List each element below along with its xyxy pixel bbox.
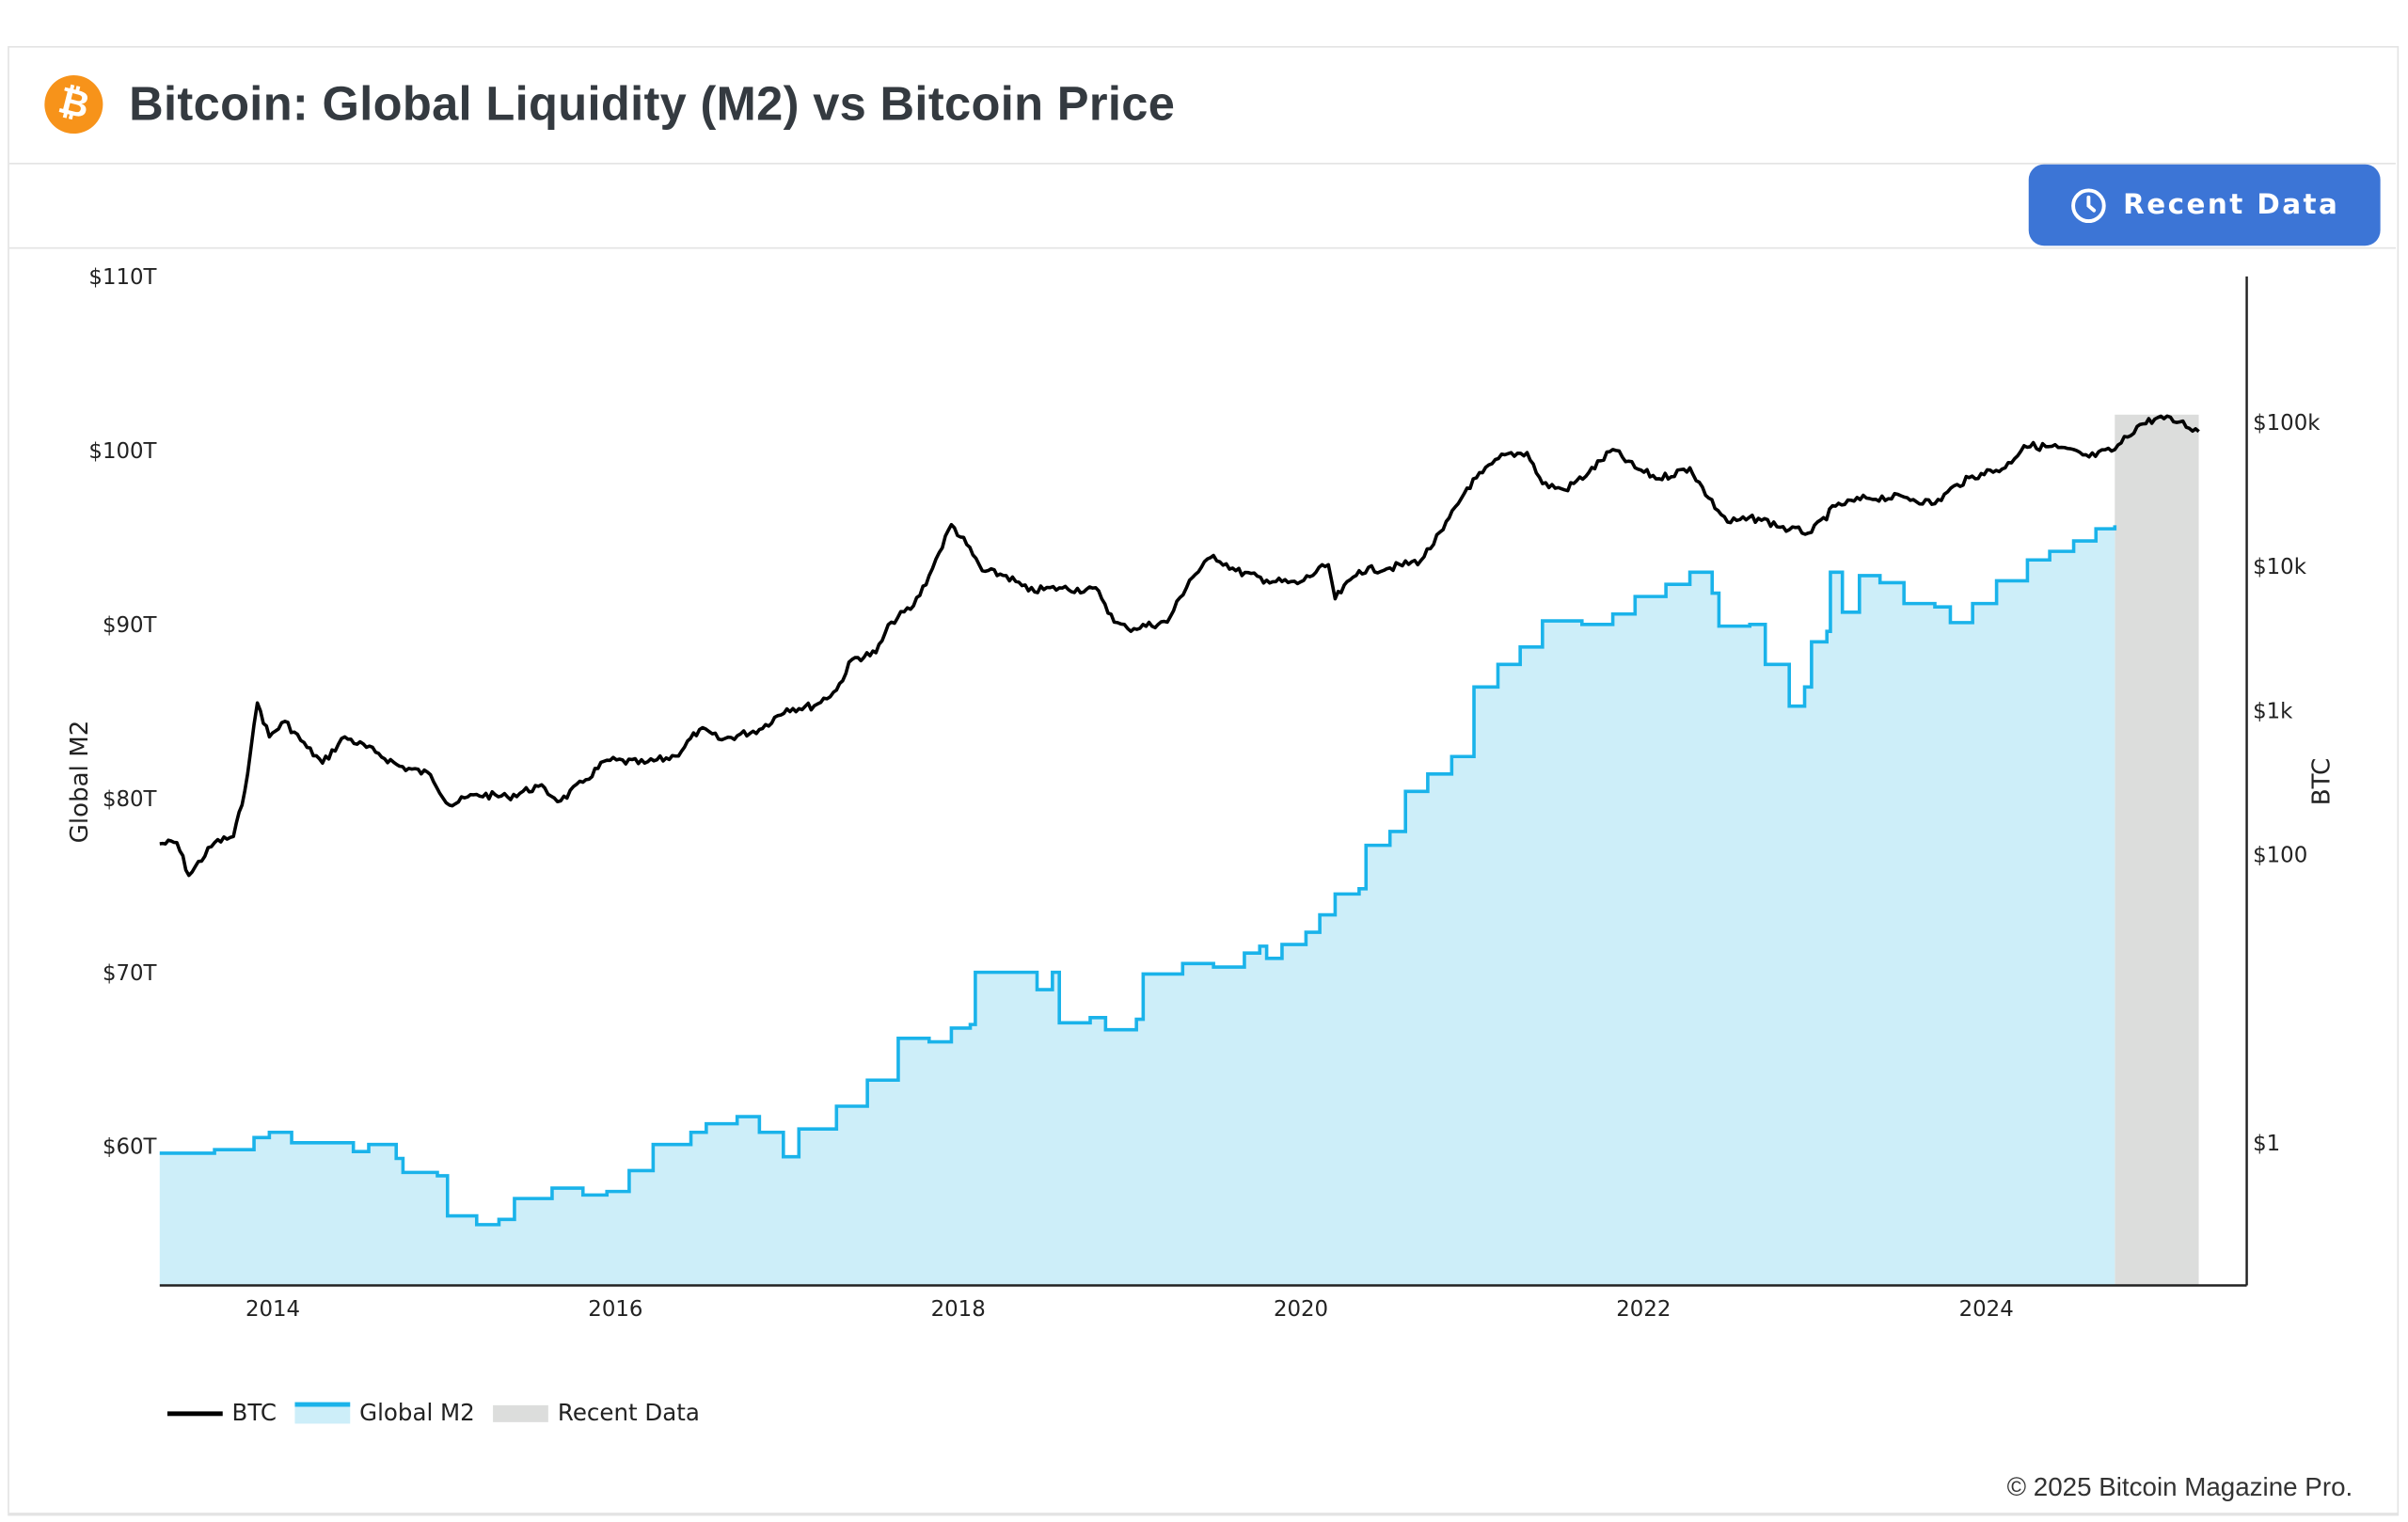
legend-label: BTC (231, 1399, 277, 1427)
x-tick-label: 2018 (931, 1297, 986, 1322)
right-tick-label: $10k (2253, 555, 2307, 579)
legend-item-global-m2[interactable]: Global M2 (294, 1399, 475, 1427)
right-tick-label: $100 (2253, 844, 2307, 868)
right-axis-title: BTC (2308, 758, 2337, 806)
recent-data-label: Recent Data (2123, 188, 2340, 222)
global-m2-line (159, 525, 2117, 1227)
header: ₿ Bitcoin: Global Liquidity (M2) vs Bitc… (38, 69, 1176, 140)
divider (8, 246, 2396, 249)
recent-data-swatch (493, 1404, 549, 1422)
right-tick-label: $1k (2253, 699, 2293, 723)
left-tick-label: $60T (103, 1135, 158, 1160)
btc-price-line (159, 414, 2200, 878)
legend: BTC Global M2 Recent Data (166, 1399, 718, 1427)
left-tick-label: $70T (103, 961, 158, 986)
right-tick-label: $100k (2253, 411, 2321, 436)
chart-card (8, 45, 2400, 1516)
x-tick-label: 2022 (1616, 1297, 1671, 1322)
recent-data-button[interactable]: Recent Data (2028, 164, 2381, 246)
recent-data-band (2115, 414, 2199, 1286)
legend-label: Recent Data (557, 1399, 700, 1427)
right-tick-label: $1 (2253, 1132, 2280, 1156)
legend-item-recent-data[interactable]: Recent Data (493, 1399, 700, 1427)
x-tick-label: 2014 (246, 1297, 300, 1322)
global-m2-area (159, 525, 2115, 1286)
left-tick-label: $80T (103, 787, 158, 812)
x-tick-label: 2016 (588, 1297, 642, 1322)
left-tick-label: $100T (88, 439, 157, 464)
divider (8, 163, 2396, 165)
left-axis-title: Global M2 (66, 721, 94, 844)
x-tick-label: 2024 (1959, 1297, 2014, 1322)
x-tick-label: 2020 (1274, 1297, 1328, 1322)
clock-icon (2070, 187, 2105, 223)
legend-item-btc[interactable]: BTC (166, 1399, 277, 1427)
btc-swatch (166, 1410, 223, 1416)
m2-swatch (294, 1402, 351, 1424)
page-title: Bitcoin: Global Liquidity (M2) vs Bitcoi… (129, 76, 1176, 131)
copyright: © 2025 Bitcoin Magazine Pro. (2006, 1472, 2353, 1502)
left-tick-label: $90T (103, 613, 158, 638)
left-tick-label: $110T (88, 265, 157, 290)
legend-label: Global M2 (359, 1399, 475, 1427)
